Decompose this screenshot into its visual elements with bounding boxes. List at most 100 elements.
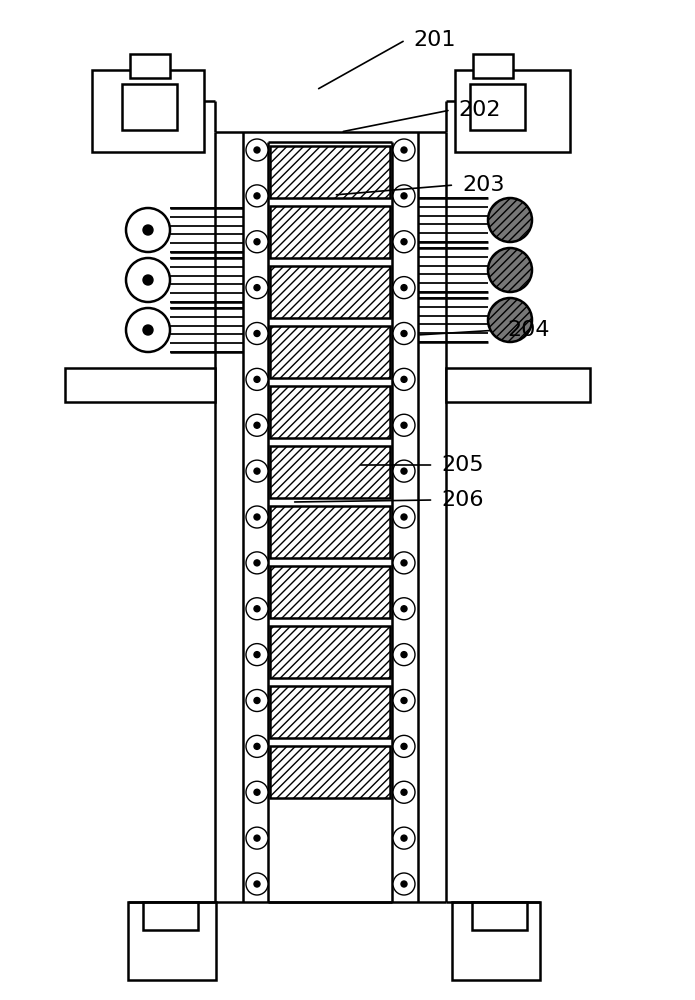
Bar	[473, 54, 513, 78]
Circle shape	[393, 368, 415, 390]
Circle shape	[401, 376, 407, 382]
Circle shape	[254, 239, 260, 245]
Circle shape	[126, 258, 170, 302]
Bar	[122, 84, 177, 130]
Circle shape	[401, 422, 407, 428]
Circle shape	[393, 506, 415, 528]
Circle shape	[246, 139, 268, 161]
Circle shape	[246, 827, 268, 849]
Bar	[128, 902, 216, 980]
Bar	[143, 902, 198, 930]
Circle shape	[401, 560, 407, 566]
Text: 202: 202	[459, 100, 501, 120]
Bar	[270, 146, 390, 198]
Circle shape	[488, 298, 532, 342]
Circle shape	[126, 208, 170, 252]
Circle shape	[254, 193, 260, 199]
Circle shape	[246, 231, 268, 253]
Circle shape	[246, 185, 268, 207]
Text: 203: 203	[462, 175, 505, 195]
Circle shape	[143, 275, 153, 285]
Circle shape	[254, 285, 260, 291]
Circle shape	[393, 277, 415, 299]
Circle shape	[254, 560, 260, 566]
Circle shape	[393, 231, 415, 253]
Bar	[270, 566, 390, 618]
Circle shape	[393, 322, 415, 344]
Circle shape	[246, 506, 268, 528]
Bar	[92, 70, 204, 152]
Bar	[455, 70, 570, 152]
Circle shape	[401, 193, 407, 199]
Bar	[130, 54, 170, 78]
Bar	[270, 626, 390, 678]
Circle shape	[254, 376, 260, 382]
Circle shape	[254, 652, 260, 658]
Circle shape	[401, 514, 407, 520]
Circle shape	[246, 735, 268, 757]
Circle shape	[401, 330, 407, 336]
Bar	[470, 84, 525, 130]
Circle shape	[254, 789, 260, 795]
Text: 204: 204	[507, 320, 550, 340]
Circle shape	[401, 606, 407, 612]
Circle shape	[143, 225, 153, 235]
Bar	[270, 266, 390, 318]
Bar	[270, 206, 390, 258]
Circle shape	[254, 743, 260, 749]
Text: 205: 205	[441, 455, 484, 475]
Bar	[270, 446, 390, 498]
Circle shape	[401, 285, 407, 291]
Circle shape	[246, 873, 268, 895]
Bar	[446, 368, 590, 402]
Circle shape	[254, 330, 260, 336]
Circle shape	[254, 147, 260, 153]
Bar	[270, 746, 390, 798]
Bar	[65, 368, 215, 402]
Circle shape	[143, 325, 153, 335]
Circle shape	[254, 606, 260, 612]
Circle shape	[246, 552, 268, 574]
Circle shape	[254, 698, 260, 704]
Circle shape	[246, 644, 268, 666]
Circle shape	[401, 835, 407, 841]
Circle shape	[393, 414, 415, 436]
Circle shape	[254, 514, 260, 520]
Text: 206: 206	[441, 490, 484, 510]
Circle shape	[393, 552, 415, 574]
Circle shape	[393, 690, 415, 712]
Circle shape	[393, 644, 415, 666]
Bar	[270, 686, 390, 738]
Circle shape	[246, 322, 268, 344]
Circle shape	[126, 308, 170, 352]
Circle shape	[246, 460, 268, 482]
Circle shape	[401, 881, 407, 887]
Circle shape	[254, 835, 260, 841]
Circle shape	[254, 422, 260, 428]
Circle shape	[401, 468, 407, 474]
Circle shape	[246, 690, 268, 712]
Circle shape	[254, 881, 260, 887]
Bar	[270, 386, 390, 438]
Circle shape	[393, 185, 415, 207]
Circle shape	[246, 414, 268, 436]
Circle shape	[401, 743, 407, 749]
Circle shape	[393, 735, 415, 757]
Circle shape	[246, 781, 268, 803]
Bar	[472, 902, 527, 930]
Circle shape	[401, 147, 407, 153]
Circle shape	[393, 598, 415, 620]
Circle shape	[401, 652, 407, 658]
Circle shape	[246, 368, 268, 390]
Circle shape	[393, 873, 415, 895]
Circle shape	[401, 239, 407, 245]
Circle shape	[246, 598, 268, 620]
Circle shape	[401, 789, 407, 795]
Circle shape	[393, 460, 415, 482]
Bar	[270, 326, 390, 378]
Circle shape	[393, 827, 415, 849]
Circle shape	[393, 139, 415, 161]
Bar	[270, 506, 390, 558]
Text: 201: 201	[414, 30, 456, 50]
Circle shape	[488, 198, 532, 242]
